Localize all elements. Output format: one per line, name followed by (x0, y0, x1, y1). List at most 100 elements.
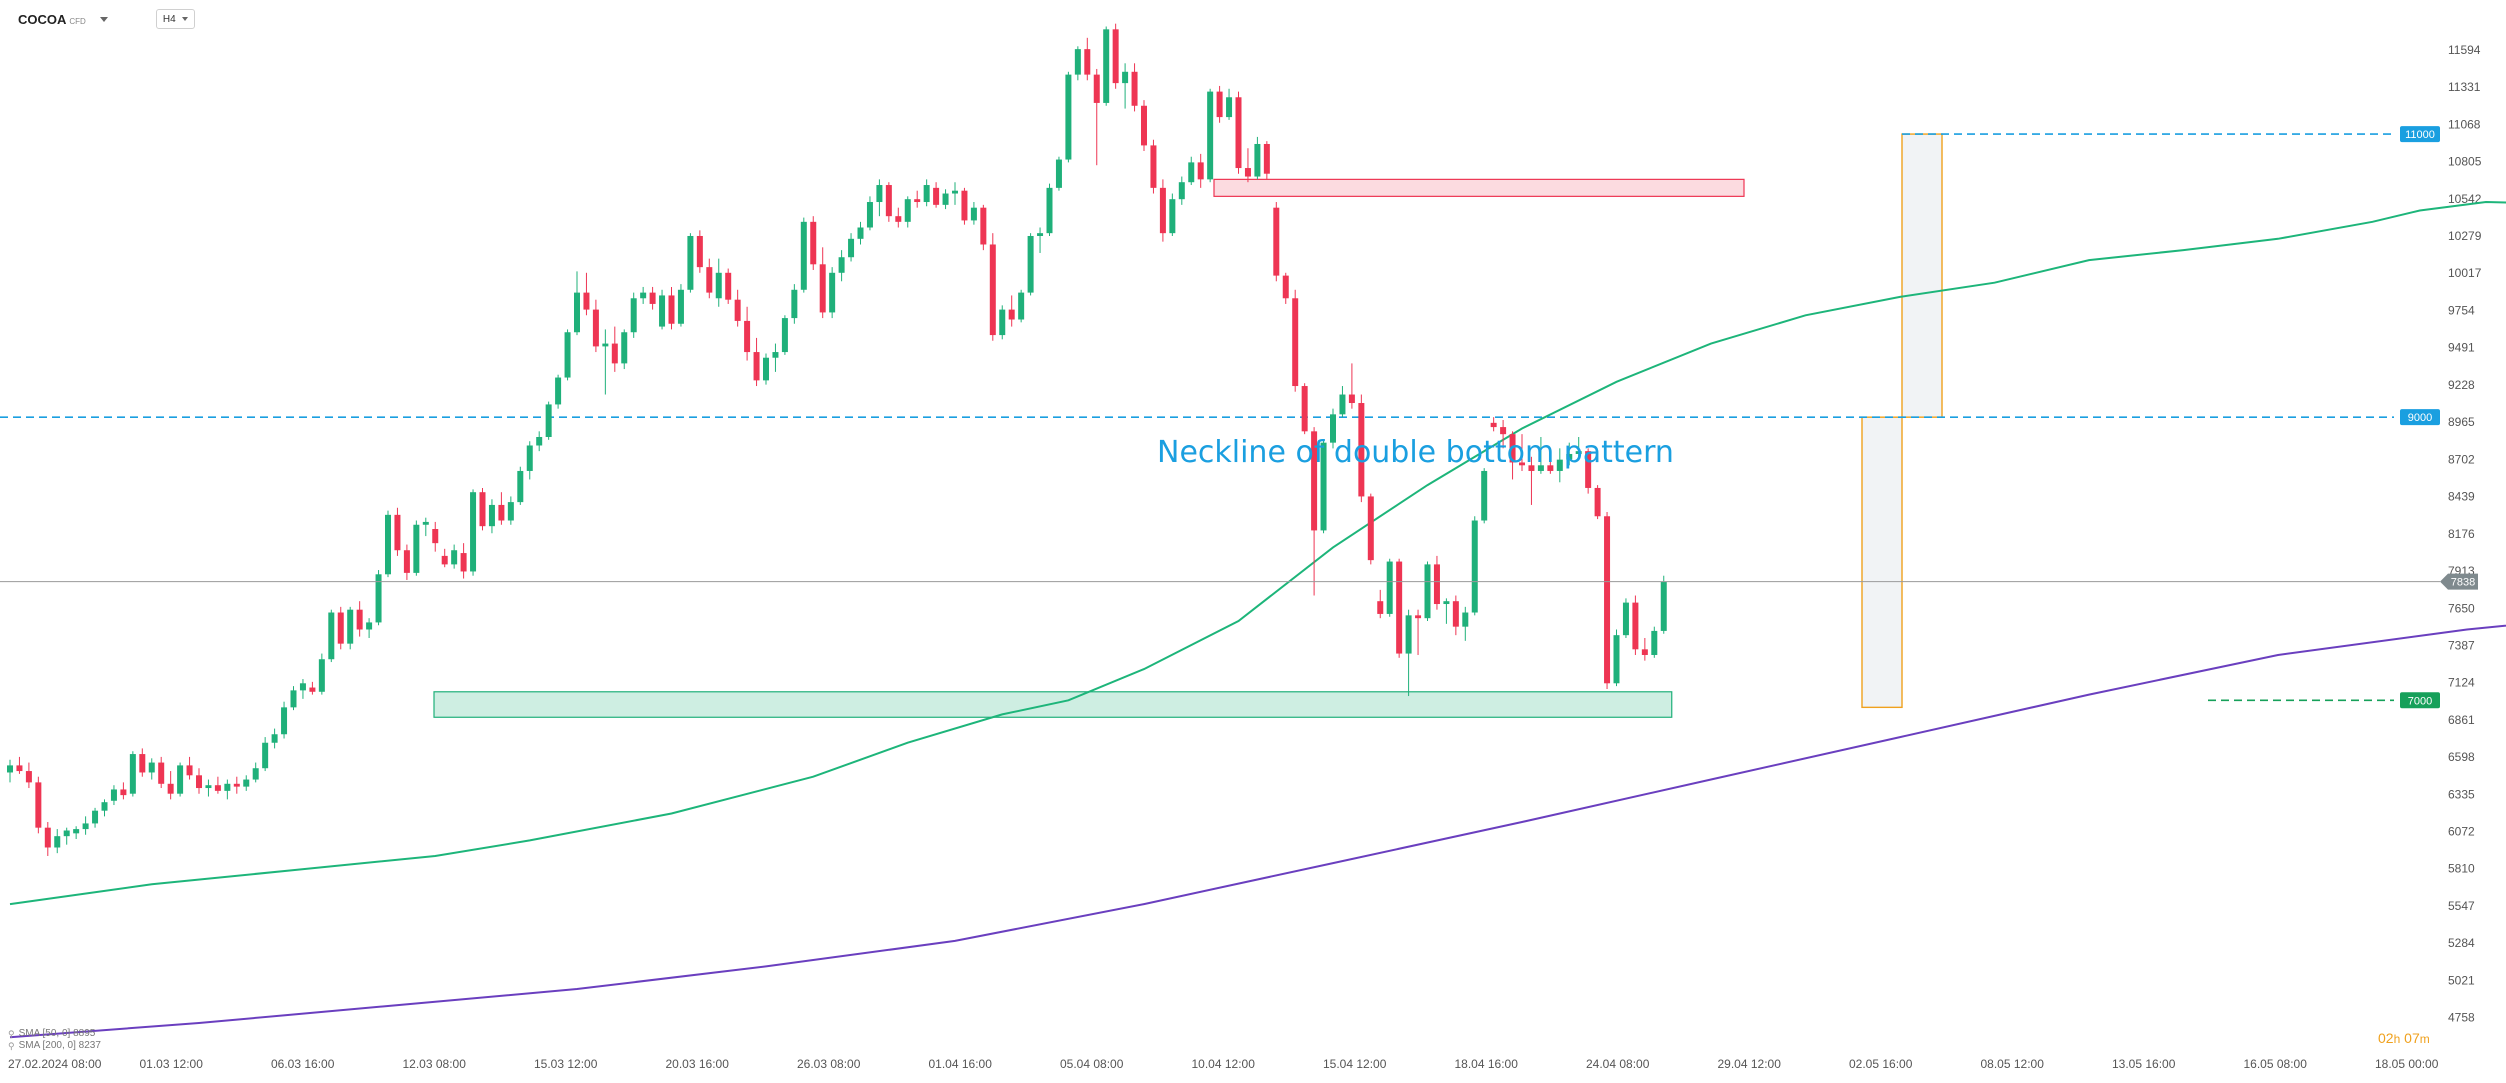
candle-up[interactable] (630, 292, 637, 338)
candle-down[interactable] (1273, 202, 1280, 282)
candle-down[interactable] (1490, 417, 1497, 432)
candle-down[interactable] (1528, 456, 1535, 505)
candle-up[interactable] (290, 686, 297, 711)
candle-up[interactable] (848, 233, 855, 262)
candle-down[interactable] (725, 268, 732, 304)
candle-up[interactable] (92, 807, 99, 828)
candle-up[interactable] (507, 496, 514, 525)
candle-up[interactable] (536, 431, 543, 452)
candle-down[interactable] (1433, 555, 1440, 610)
candle-up[interactable] (1188, 156, 1195, 186)
candle-down[interactable] (885, 182, 892, 222)
candle-up[interactable] (970, 202, 977, 225)
candle-up[interactable] (942, 189, 949, 210)
candle-up[interactable] (677, 284, 684, 327)
candle-down[interactable] (1415, 609, 1422, 655)
candle-up[interactable] (1462, 606, 1469, 641)
candle-up[interactable] (1613, 629, 1620, 687)
candle-up[interactable] (1622, 598, 1629, 638)
legend-sma200[interactable]: ⚲ SMA [200, 0] 8237 (8, 1040, 101, 1052)
candle-up[interactable] (1575, 436, 1582, 460)
candle-down[interactable] (1358, 394, 1365, 503)
candle-up[interactable] (1386, 558, 1393, 617)
candle-up[interactable] (526, 441, 533, 480)
candle-down[interactable] (1377, 589, 1384, 619)
candle-down[interactable] (744, 306, 751, 361)
candle-down[interactable] (1282, 272, 1289, 304)
candle-down[interactable] (989, 233, 996, 341)
candle-down[interactable] (1112, 23, 1119, 89)
candle-up[interactable] (952, 182, 958, 205)
legend-sma50[interactable]: ⚲ SMA [50, 0] 8895 (8, 1028, 101, 1040)
candle-up[interactable] (1660, 575, 1667, 634)
candle-up[interactable] (621, 329, 628, 370)
candles[interactable] (7, 23, 1667, 856)
candle-up[interactable] (54, 829, 61, 854)
candle-up[interactable] (148, 758, 155, 780)
candle-down[interactable] (696, 230, 703, 273)
candle-down[interactable] (1235, 91, 1242, 174)
candle-down[interactable] (1500, 420, 1507, 449)
candle-down[interactable] (403, 544, 410, 580)
candle-up[interactable] (262, 737, 269, 772)
candle-down[interactable] (1509, 431, 1516, 480)
candle-down[interactable] (933, 182, 940, 208)
candle-up[interactable] (347, 606, 354, 650)
candle-up[interactable] (318, 653, 325, 695)
candle-down[interactable] (1604, 512, 1611, 689)
candle-up[interactable] (904, 196, 911, 228)
candle-down[interactable] (120, 782, 127, 800)
candle-down[interactable] (1263, 141, 1270, 180)
candle-down[interactable] (356, 601, 363, 637)
candle-up[interactable] (781, 315, 788, 355)
candle-down[interactable] (196, 768, 202, 794)
candle-down[interactable] (1396, 558, 1403, 658)
candle-down[interactable] (583, 272, 590, 316)
candle-up[interactable] (1169, 193, 1176, 236)
candle-up[interactable] (375, 570, 382, 626)
candle-down[interactable] (753, 337, 760, 387)
candle-up[interactable] (763, 353, 769, 385)
candle-up[interactable] (602, 329, 609, 395)
candle-up[interactable] (1018, 289, 1025, 323)
candle-down[interactable] (1348, 363, 1355, 409)
candle-down[interactable] (734, 289, 741, 327)
candle-down[interactable] (432, 521, 439, 552)
candle-down[interactable] (233, 776, 240, 794)
candle-up[interactable] (1443, 598, 1450, 624)
candle-up[interactable] (1254, 136, 1261, 180)
candle-up[interactable] (1651, 626, 1658, 658)
candle-up[interactable] (488, 499, 495, 534)
candle-up[interactable] (1566, 442, 1573, 466)
candle-up[interactable] (7, 759, 13, 783)
candle-down[interactable] (895, 207, 902, 228)
candle-up[interactable] (177, 762, 184, 797)
candle-up[interactable] (1027, 233, 1034, 296)
candle-down[interactable] (337, 606, 344, 650)
candle-down[interactable] (25, 762, 32, 789)
candle-down[interactable] (158, 756, 165, 789)
candle-up[interactable] (640, 286, 647, 304)
candle-up[interactable] (281, 701, 288, 739)
candle-up[interactable] (857, 221, 864, 245)
candle-down[interactable] (1084, 37, 1091, 81)
candle-up[interactable] (829, 267, 836, 319)
candle-down[interactable] (1452, 595, 1459, 636)
candle-down[interactable] (1216, 85, 1223, 123)
candle-down[interactable] (1093, 68, 1100, 166)
candle-up[interactable] (224, 779, 231, 800)
candle-up[interactable] (517, 466, 524, 505)
candle-down[interactable] (1311, 427, 1318, 596)
candle-up[interactable] (545, 401, 552, 440)
chevron-down-icon[interactable] (99, 16, 108, 22)
candle-up[interactable] (1207, 88, 1214, 183)
candle-down[interactable] (139, 748, 146, 777)
candle-down[interactable] (1150, 139, 1157, 194)
candle-down[interactable] (1641, 637, 1648, 661)
candle-down[interactable] (1008, 295, 1015, 327)
symbol-selector[interactable]: COCOA CFD (18, 11, 86, 27)
candle-up[interactable] (129, 751, 136, 797)
candle-down[interactable] (668, 286, 675, 330)
candle-up[interactable] (1537, 436, 1544, 474)
candle-up[interactable] (299, 679, 306, 699)
